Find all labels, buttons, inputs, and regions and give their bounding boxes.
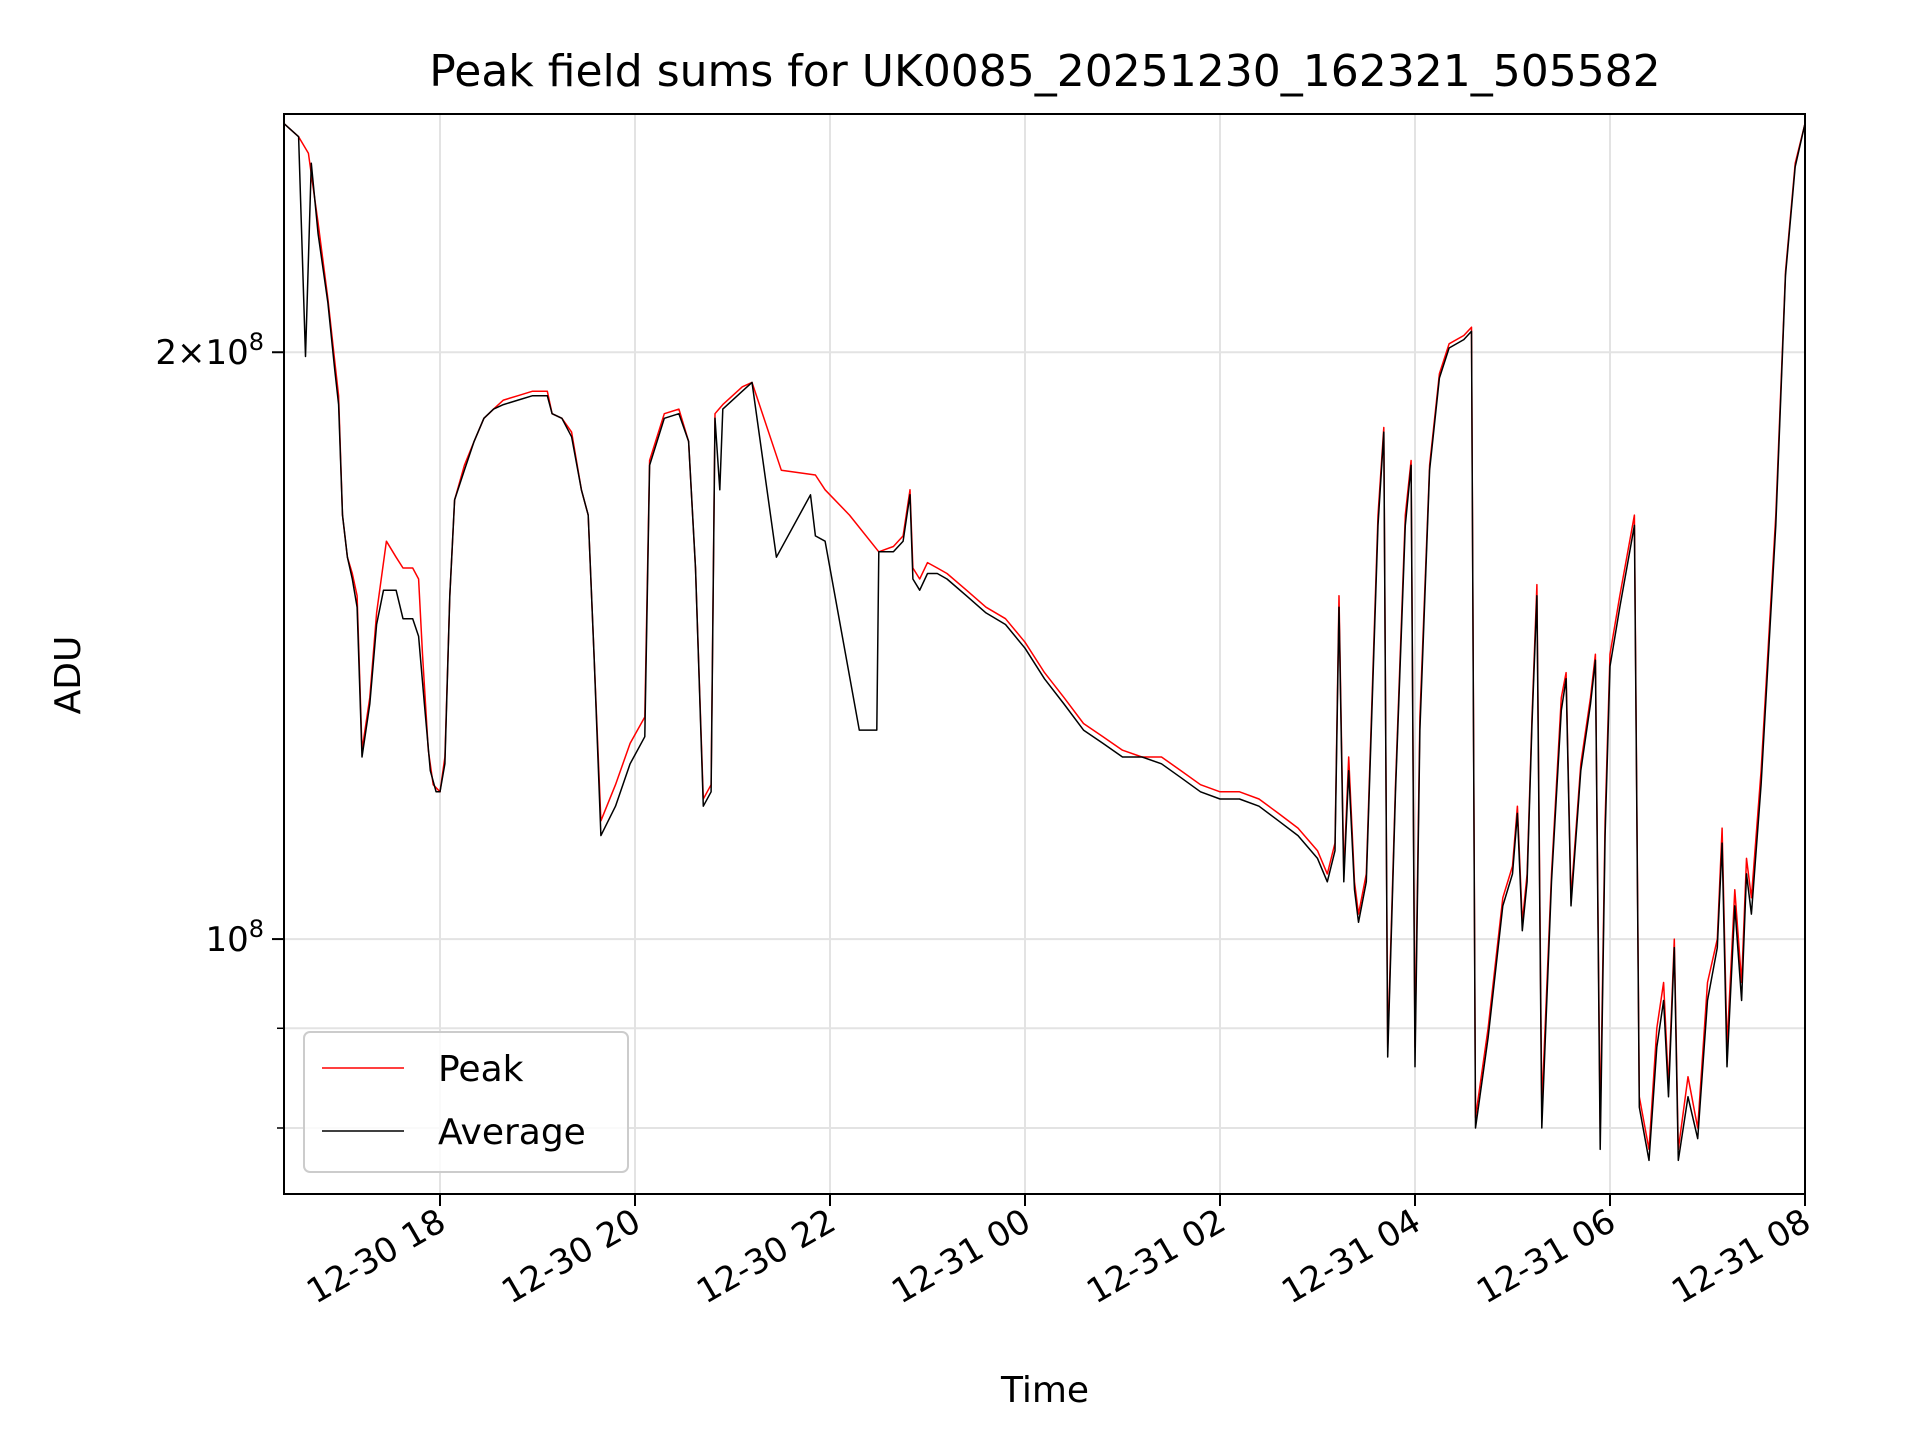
y-tick-label: 108 — [205, 915, 264, 960]
y-axis-label: ADU — [48, 636, 89, 715]
y-tick-label: 2×108 — [155, 328, 264, 373]
legend-box — [303, 1031, 629, 1173]
x-axis-label: Time — [1000, 1370, 1089, 1411]
legend-label-peak: Peak — [438, 1049, 524, 1090]
x-tick-label: 12-31 06 — [1470, 1201, 1622, 1312]
legend: Peak Average — [303, 1031, 629, 1173]
x-tick-label: 12-31 04 — [1275, 1201, 1427, 1312]
series-lines — [283, 117, 1806, 1162]
series-line-peak — [283, 117, 1806, 1151]
series-line-average — [283, 117, 1806, 1162]
x-tick-label: 12-31 08 — [1665, 1201, 1817, 1312]
x-tick-label: 12-30 20 — [495, 1201, 647, 1312]
plot-frame — [283, 113, 1806, 1195]
x-tick-label: 12-31 00 — [885, 1201, 1037, 1312]
chart-title: Peak field sums for UK0085_20251230_1623… — [429, 46, 1660, 97]
x-tick-label: 12-30 22 — [690, 1201, 842, 1312]
x-tick-label: 12-31 02 — [1080, 1201, 1232, 1312]
legend-label-average: Average — [438, 1112, 586, 1153]
x-tick-label: 12-30 18 — [300, 1201, 452, 1312]
